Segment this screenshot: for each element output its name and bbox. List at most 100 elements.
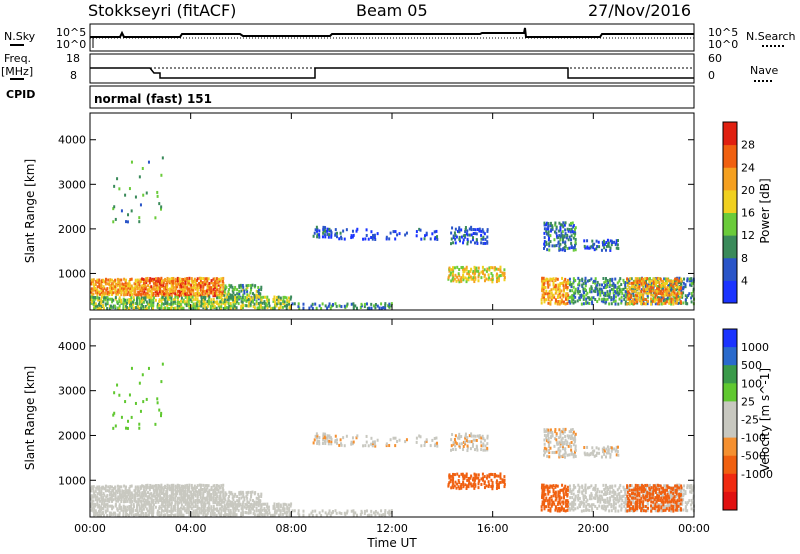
power-cell — [111, 278, 114, 282]
velocity-cell — [340, 512, 343, 516]
power-cell — [548, 236, 551, 240]
power-cell — [172, 298, 175, 302]
power-cell — [204, 297, 207, 301]
power-cell — [686, 279, 689, 283]
power-cell — [214, 279, 217, 283]
power-cell — [638, 297, 641, 301]
power-cell — [332, 303, 335, 307]
power-cell — [192, 306, 195, 310]
power-cell — [624, 281, 627, 285]
velocity-cell — [656, 491, 659, 495]
power-cell — [152, 300, 155, 304]
power-cell — [581, 277, 584, 281]
power-cell — [164, 293, 167, 297]
power-cell — [549, 302, 552, 306]
velocity-cell — [126, 499, 129, 503]
power-cell — [654, 289, 657, 293]
velocity-cell — [572, 488, 575, 492]
velocity-cell — [627, 497, 630, 501]
power-cell — [558, 248, 561, 252]
velocity-cell — [642, 484, 645, 488]
velocity-cell — [125, 485, 128, 489]
velocity-cell — [130, 497, 133, 501]
power-cell — [144, 287, 147, 291]
velocity-cell — [150, 497, 153, 501]
velocity-cell — [560, 496, 563, 500]
power-cell — [129, 304, 132, 308]
power-cell — [582, 282, 585, 286]
velocity-cell — [90, 508, 93, 512]
power-cell — [350, 302, 353, 306]
power-cell — [232, 302, 235, 306]
power-cell — [249, 296, 252, 300]
velocity-cell — [142, 484, 145, 488]
velocity-cell — [472, 434, 475, 438]
velocity-cell — [212, 491, 215, 495]
power-cell — [182, 283, 185, 287]
power-cell — [163, 285, 166, 289]
power-cell — [392, 230, 395, 234]
velocity-cell — [583, 451, 586, 455]
power-cell — [574, 287, 577, 291]
velocity-cell — [207, 509, 210, 513]
power-cell — [503, 276, 506, 280]
power-cell — [136, 282, 139, 286]
velocity-cell — [133, 498, 136, 502]
velocity-cell — [121, 491, 124, 495]
velocity-cell — [622, 494, 625, 498]
velocity-cell — [644, 488, 647, 492]
velocity-cell — [543, 446, 546, 450]
power-cell — [247, 304, 250, 308]
power-cell — [225, 285, 228, 289]
power-cell — [630, 281, 633, 285]
power-cell — [488, 266, 491, 270]
velocity-cell — [472, 476, 475, 480]
velocity-cell — [172, 488, 175, 492]
power-cell — [564, 297, 567, 301]
power-cell — [620, 295, 623, 299]
velocity-cell — [194, 489, 197, 493]
power-cell — [452, 234, 455, 238]
power-cell — [572, 281, 575, 285]
velocity-cell — [246, 505, 249, 509]
power-cell — [548, 289, 551, 293]
velocity-cell — [574, 502, 577, 506]
power-cell — [220, 277, 223, 281]
power-cell — [172, 306, 175, 310]
velocity-cell — [139, 495, 142, 499]
velocity-cell — [668, 508, 671, 512]
velocity-cell — [584, 494, 587, 498]
power-cell — [623, 297, 626, 301]
power-cell — [574, 226, 577, 230]
power-cell — [480, 241, 483, 245]
power-cell — [126, 220, 129, 224]
velocity-cell — [258, 511, 261, 515]
power-cell — [102, 306, 105, 310]
velocity-cell — [122, 489, 125, 493]
power-cell — [613, 285, 616, 289]
velocity-cell — [650, 504, 653, 508]
velocity-cell — [634, 496, 637, 500]
velocity-cell — [259, 511, 262, 515]
power-cell — [266, 299, 269, 303]
power-cell — [626, 279, 629, 283]
velocity-cell — [607, 487, 610, 491]
xtick-label: 12:00 — [376, 522, 408, 535]
velocity-cell — [190, 507, 193, 511]
velocity-cell — [249, 490, 252, 494]
power-cell — [686, 302, 689, 306]
power-cell — [168, 290, 171, 294]
velocity-cell — [154, 495, 157, 499]
power-cell — [340, 235, 343, 239]
velocity-cell — [180, 511, 183, 515]
velocity-cell — [601, 490, 604, 494]
velocity-cell — [567, 444, 570, 448]
power-cell — [279, 298, 282, 302]
power-cell — [450, 242, 453, 246]
power-cell — [462, 241, 465, 245]
power-cell — [665, 279, 668, 283]
velocity-cell — [660, 490, 663, 494]
power-cell — [460, 228, 463, 232]
power-cell — [96, 291, 99, 295]
power-cell — [672, 293, 675, 297]
